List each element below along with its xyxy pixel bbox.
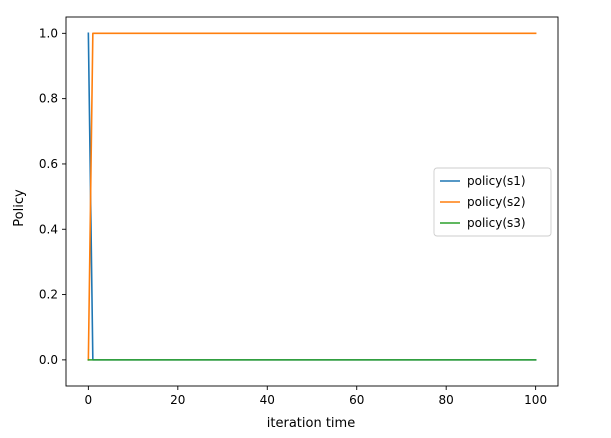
axes: 0 20 40 60 80 100 0.0 0.2 0.4 0.6 0.8 1.0	[39, 16, 559, 407]
plot-area	[87, 32, 537, 361]
axes-frame	[65, 16, 559, 387]
x-tick-label: 20	[170, 393, 185, 407]
y-tick-label: 1.0	[39, 26, 58, 40]
legend-label-3: policy(s3)	[467, 216, 526, 230]
y-tick-label: 0.0	[39, 353, 58, 367]
y-tick-label: 0.2	[39, 288, 58, 302]
x-tick-label: 60	[349, 393, 364, 407]
legend: policy(s1) policy(s2) policy(s3)	[433, 167, 552, 237]
x-tick-label: 40	[260, 393, 275, 407]
x-tick-label: 80	[439, 393, 454, 407]
series-line-2	[87, 32, 537, 361]
legend-label-1: policy(s1)	[467, 174, 526, 188]
legend-label-2: policy(s2)	[467, 195, 526, 209]
x-tick-label: 100	[524, 393, 547, 407]
y-tick-label: 0.6	[39, 157, 58, 171]
legend-box	[433, 167, 552, 237]
x-axis-label: iteration time	[267, 416, 355, 431]
y-axis-label: Policy	[12, 189, 27, 227]
x-tick-label: 0	[85, 393, 93, 407]
y-tick-label: 0.4	[39, 222, 58, 236]
y-tick-label: 0.8	[39, 92, 58, 106]
